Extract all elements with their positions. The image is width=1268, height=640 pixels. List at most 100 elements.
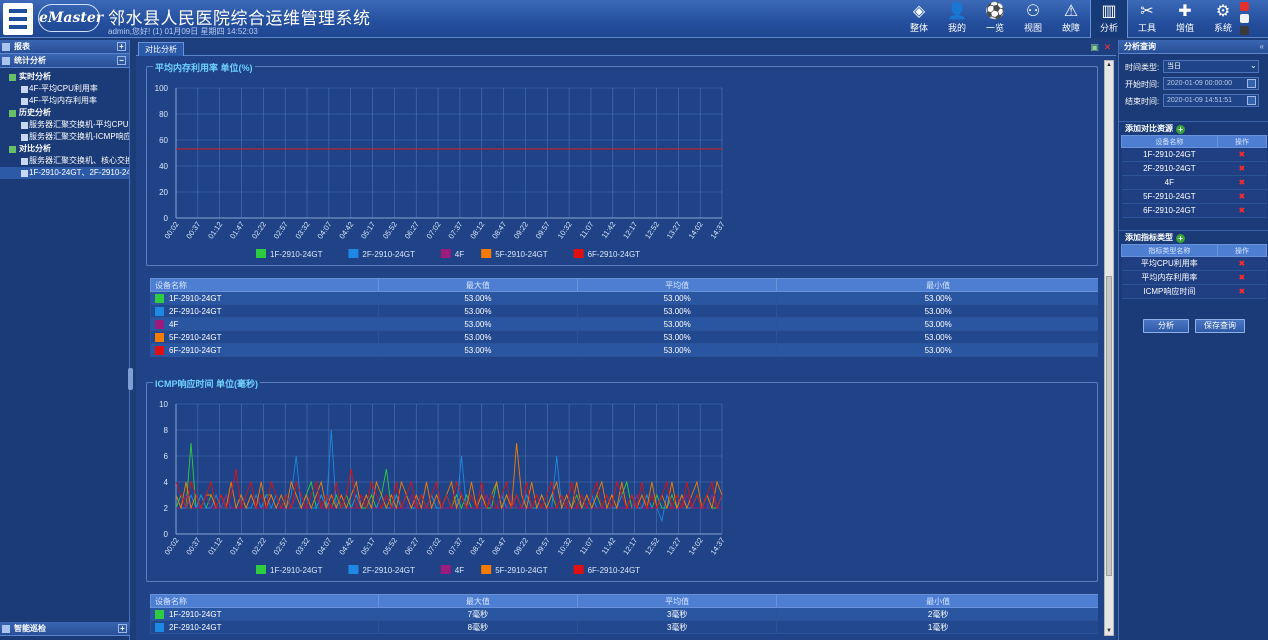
x-tick-label: 07:37 [446,220,464,241]
column-header[interactable]: 最大值 [377,594,579,608]
column-header[interactable]: 最小值 [776,594,1098,608]
legend-label[interactable]: 5F-2910-24GT [495,250,548,259]
x-tick-label: 06:27 [403,536,421,557]
table-row: 1F-2910-24GT 53.00% 53.00% 53.00% [150,291,1098,305]
delete-icon[interactable]: ✖ [1217,147,1267,162]
column-header[interactable]: 平均值 [577,594,778,608]
tree-item[interactable]: 服务器汇聚交换机-平均CPU [0,119,129,131]
tab-compare-analysis[interactable]: 对比分析 [138,42,184,56]
nav-plus[interactable]: ✚ 增值 [1166,0,1204,38]
nav-layers[interactable]: ◈ 整体 [900,0,938,38]
legend-label[interactable]: 4F [455,250,464,259]
save-query-button[interactable]: 保存查询 [1195,319,1245,333]
vertical-scrollbar[interactable]: ▲ ▼ [1104,60,1114,636]
add-metric-icon[interactable]: + [1176,234,1185,243]
column-header: 设备名称 [1121,135,1218,148]
add-resource-icon[interactable]: + [1176,125,1185,134]
delete-icon[interactable]: ✖ [1217,284,1267,299]
max-value-cell: 53.00% [377,317,579,331]
column-header[interactable]: 设备名称 [150,278,379,292]
legend-label[interactable]: 1F-2910-24GT [270,566,323,575]
scroll-down-icon[interactable]: ▼ [1106,628,1112,634]
warning-icon: ⚠ [1063,3,1079,20]
tree-item[interactable]: 服务器汇聚交换机、核心交换 [0,155,129,167]
color-swatch [155,293,164,303]
x-tick-label: 13:27 [665,220,683,241]
start-time-input[interactable]: 2020-01-09 00:00:00 [1163,77,1259,90]
tree-item[interactable]: 4F-平均CPU利用率 [0,83,129,95]
tree-group[interactable]: 历史分析 [0,107,129,119]
layers-icon: ◈ [912,3,926,20]
column-header[interactable]: 最小值 [776,278,1098,292]
tree-item[interactable]: 4F-平均内存利用率 [0,95,129,107]
legend-swatch[interactable] [348,249,359,258]
y-tick-label: 4 [164,478,169,487]
sidebar-collapse-handle[interactable] [128,368,133,390]
legend-swatch[interactable] [440,249,451,258]
collapse-right-icon[interactable]: « [1259,42,1264,51]
folder-icon [9,146,16,153]
nav-label: 系统 [1213,23,1232,33]
tree-group[interactable]: 实时分析 [0,71,129,83]
legend-swatch[interactable] [481,249,492,258]
refresh-icon[interactable]: ▣ [1090,42,1099,52]
calendar-icon[interactable] [1247,79,1256,88]
legend-label[interactable]: 5F-2910-24GT [495,566,548,575]
delete-icon[interactable]: ✖ [1217,203,1267,218]
chevron-down-icon[interactable]: ⌄ [1250,61,1257,70]
min-value-cell: 1毫秒 [776,620,1098,634]
legend-label[interactable]: 6F-2910-24GT [588,566,641,575]
alert-icon[interactable] [1240,2,1249,11]
delete-icon[interactable]: ✖ [1217,270,1267,285]
legend-label[interactable]: 6F-2910-24GT [588,250,641,259]
legend-label[interactable]: 1F-2910-24GT [270,250,323,259]
nav-soccer[interactable]: ⚽ 一览 [976,0,1014,38]
panel-inspection[interactable]: 智能巡检 + [0,622,130,636]
legend-swatch[interactable] [256,249,266,258]
legend-swatch[interactable] [573,565,584,574]
column-header[interactable]: 最大值 [377,278,579,292]
legend-label[interactable]: 4F [455,566,464,575]
table-row: 5F-2910-24GT 53.00% 53.00% 53.00% [150,330,1098,344]
calendar-icon[interactable] [1247,96,1256,105]
panel-reports[interactable]: 报表 + [0,40,129,54]
nav-gear[interactable]: ⚙ 系统 [1204,0,1242,38]
scrollbar-thumb[interactable] [1106,276,1112,576]
close-icon[interactable]: ✕ [1103,42,1112,52]
nav-topology[interactable]: ⚇ 视图 [1014,0,1052,38]
series-line-6F-2910-24GT [175,468,723,510]
tree-item[interactable]: 服务器汇聚交换机-ICMP响应 [0,131,129,143]
legend-label[interactable]: 2F-2910-24GT [362,250,415,259]
user-account-icon[interactable] [1240,14,1249,23]
panel-statistics[interactable]: 统计分析 − [0,54,129,68]
delete-icon[interactable]: ✖ [1217,161,1267,176]
analyze-button[interactable]: 分析 [1143,319,1189,333]
scroll-up-icon[interactable]: ▲ [1106,62,1112,68]
expand-button[interactable]: + [117,42,126,51]
expand-button[interactable]: + [118,624,127,633]
legend-swatch[interactable] [348,565,359,574]
add-resource-section: 添加对比资源 + [1119,121,1268,135]
delete-icon[interactable]: ✖ [1217,189,1267,204]
column-header[interactable]: 平均值 [577,278,778,292]
nav-tools[interactable]: ✂ 工具 [1128,0,1166,38]
tree-item[interactable]: 1F-2910-24GT、2F-2910-24G [0,167,129,179]
end-time-input[interactable]: 2020-01-09 14:51:51 [1163,94,1259,107]
tree-group[interactable]: 对比分析 [0,143,129,155]
nav-warning[interactable]: ⚠ 故障 [1052,0,1090,38]
delete-icon[interactable]: ✖ [1217,256,1267,271]
nav-chart[interactable]: ▥ 分析 [1090,0,1128,38]
time-type-label: 时间类型: [1125,63,1160,72]
delete-icon[interactable]: ✖ [1217,175,1267,190]
legend-swatch[interactable] [440,565,451,574]
legend-swatch[interactable] [573,249,584,258]
legend-label[interactable]: 2F-2910-24GT [362,566,415,575]
time-type-select[interactable]: 当日 [1163,60,1259,73]
collapse-button[interactable]: − [117,56,126,65]
logout-icon[interactable] [1240,26,1249,35]
column-header[interactable]: 设备名称 [150,594,379,608]
top-right-controls [1236,0,1268,38]
legend-swatch[interactable] [481,565,492,574]
legend-swatch[interactable] [256,565,266,574]
nav-user[interactable]: 👤 我的 [938,0,976,38]
